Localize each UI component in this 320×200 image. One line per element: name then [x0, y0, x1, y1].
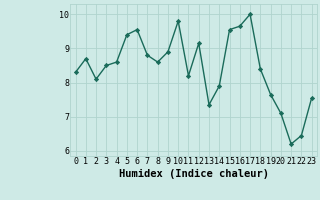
X-axis label: Humidex (Indice chaleur): Humidex (Indice chaleur)	[119, 169, 268, 179]
